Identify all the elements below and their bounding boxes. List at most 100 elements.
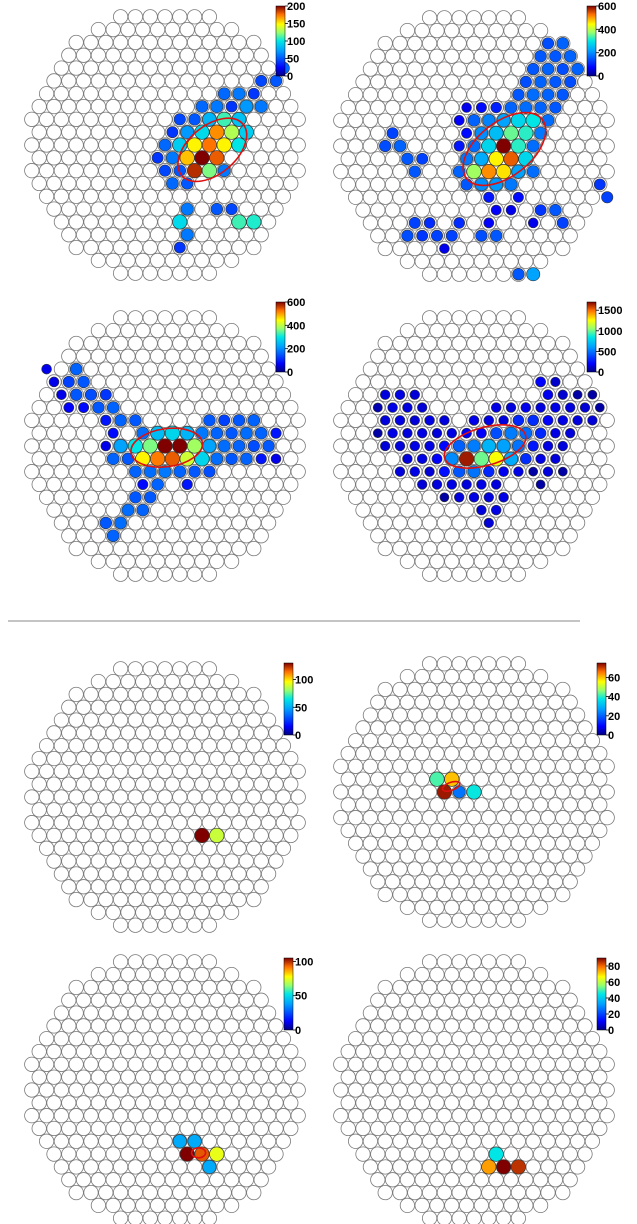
camera-pixel	[127, 1210, 143, 1224]
camera-pixel	[157, 387, 173, 403]
camera-pixel	[187, 361, 203, 377]
hit-pixel	[202, 1159, 217, 1174]
camera-pixel	[216, 1056, 232, 1072]
camera-pixel	[414, 1095, 430, 1111]
hit-pixel	[542, 440, 554, 452]
camera-pixel	[444, 1095, 460, 1111]
camera-pixel	[224, 502, 240, 518]
camera-pixel	[216, 815, 232, 831]
camera-pixel	[377, 681, 393, 698]
camera-pixel	[569, 138, 586, 154]
camera-pixel	[216, 763, 232, 779]
camera-pixel	[466, 310, 482, 326]
camera-pixel	[113, 763, 129, 779]
camera-pixel	[555, 886, 571, 903]
camera-pixel	[503, 228, 519, 244]
camera-pixel	[377, 35, 393, 52]
camera-pixel	[384, 1095, 401, 1111]
camera-pixel	[488, 669, 504, 685]
camera-pixel	[414, 874, 430, 890]
camera-pixel	[384, 74, 401, 90]
camera-pixel	[105, 750, 121, 767]
camera-pixel	[53, 515, 70, 531]
camera-pixel	[238, 476, 254, 493]
camera-pixel	[179, 776, 195, 792]
camera-pixel	[187, 1159, 203, 1175]
camera-pixel	[355, 476, 371, 493]
camera-pixel	[362, 361, 378, 377]
camera-pixel	[377, 489, 393, 505]
camera-pixel	[275, 464, 291, 480]
camera-pixel	[24, 412, 40, 428]
camera-pixel	[525, 361, 541, 377]
camera-pixel	[113, 34, 129, 51]
camera-pixel	[436, 1159, 452, 1175]
camera-pixel	[481, 361, 497, 377]
hit-pixel	[216, 137, 232, 153]
camera-pixel	[377, 112, 393, 128]
camera-pixel	[569, 835, 586, 851]
hit-pixel	[526, 88, 540, 102]
camera-pixel	[532, 323, 549, 339]
camera-pixel	[238, 374, 254, 390]
camera-pixel	[436, 1108, 452, 1124]
camera-pixel	[238, 1043, 254, 1060]
hit-pixel	[201, 163, 217, 179]
hit-pixel	[142, 438, 158, 454]
camera-pixel	[555, 1184, 571, 1201]
camera-pixel	[76, 1146, 92, 1162]
camera-pixel	[179, 1018, 195, 1034]
camera-pixel	[458, 23, 475, 39]
camera-pixel	[481, 835, 497, 851]
camera-pixel	[436, 138, 452, 154]
camera-pixel	[246, 686, 262, 703]
camera-pixel	[224, 399, 240, 416]
hit-pixel	[454, 492, 465, 503]
colorbar-tick-label: 500	[598, 346, 616, 358]
camera-pixel	[547, 528, 564, 544]
camera-pixel	[421, 835, 438, 851]
camera-pixel	[399, 1069, 415, 1085]
camera-pixel	[577, 374, 593, 390]
camera-pixel	[562, 874, 578, 890]
camera-pixel	[481, 979, 497, 996]
camera-pixel	[481, 1210, 497, 1224]
camera-pixel	[510, 979, 527, 996]
camera-pixel	[377, 810, 393, 826]
camera-pixel	[547, 848, 564, 864]
camera-pixel	[31, 1120, 47, 1137]
camera-pixel	[362, 861, 378, 877]
camera-pixel	[46, 1043, 62, 1060]
camera-pixel	[24, 111, 40, 127]
camera-pixel	[481, 1031, 497, 1047]
camera-pixel	[569, 861, 586, 877]
camera-pixel	[157, 265, 173, 281]
camera-pixel	[495, 189, 512, 205]
camera-pixel	[488, 967, 504, 983]
camera-pixel	[135, 1043, 151, 1060]
camera-pixel	[142, 979, 158, 996]
camera-pixel	[569, 733, 586, 749]
camera-pixel	[157, 712, 173, 728]
camera-pixel	[503, 1095, 519, 1111]
camera-pixel	[392, 164, 408, 180]
camera-pixel	[98, 1031, 114, 1047]
camera-pixel	[362, 1082, 378, 1098]
camera-pixel	[392, 1031, 408, 1047]
hit-pixel	[431, 453, 443, 465]
camera-pixel	[429, 967, 445, 983]
camera-pixel	[525, 387, 541, 403]
hit-pixel	[209, 827, 225, 843]
camera-pixel	[164, 73, 180, 89]
camera-pixel	[38, 1082, 55, 1098]
hit-pixel	[210, 100, 224, 114]
camera-pixel	[503, 992, 519, 1008]
camera-pixel	[466, 733, 482, 749]
camera-pixel	[355, 771, 371, 787]
camera-pixel	[76, 853, 92, 869]
camera-pixel	[238, 1069, 254, 1085]
camera-pixel	[120, 699, 136, 715]
camera-pixel	[377, 87, 393, 103]
camera-pixel	[216, 789, 232, 805]
